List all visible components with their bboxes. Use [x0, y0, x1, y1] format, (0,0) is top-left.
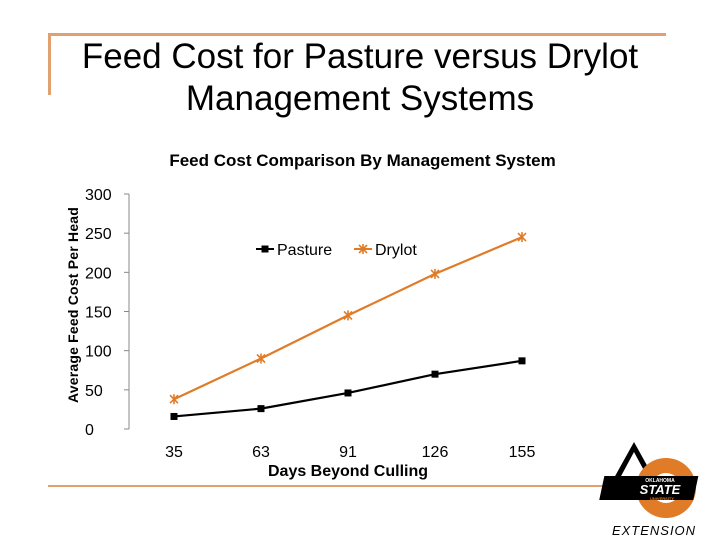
- y-tick-label: 150: [85, 305, 112, 322]
- pasture-series-line: [173, 359, 523, 418]
- drylot-data-point: [256, 353, 266, 364]
- frame-left-rule: [48, 33, 51, 95]
- pasture-data-point: [518, 357, 526, 365]
- chart-title: Feed Cost Comparison By Management Syste…: [169, 151, 556, 170]
- slide-title: Feed Cost for Pasture versus Drylot Mana…: [60, 36, 660, 120]
- drylot-data-point: [343, 310, 353, 321]
- x-tick-label: 126: [422, 444, 449, 461]
- x-tick-label: 35: [165, 444, 183, 461]
- slide-title-line2: Management Systems: [185, 79, 535, 118]
- pasture-data-point: [257, 405, 265, 413]
- x-tick-label: 91: [339, 444, 357, 461]
- x-tick-label: 63: [252, 444, 270, 461]
- frame-top-rule: [48, 33, 666, 36]
- y-tick-label: 50: [85, 383, 103, 400]
- y-tick-label: 200: [85, 265, 112, 282]
- slide-title-line1: Feed Cost for Pasture versus Drylot: [81, 37, 639, 76]
- logo-text-top: OKLAHOMA: [645, 478, 675, 484]
- osu-extension-logo: OKLAHOMA STATE UNIVERSITY EXTENSION: [599, 442, 699, 538]
- drylot-legend-marker: [358, 244, 368, 254]
- drylot-data-point: [517, 232, 527, 243]
- drylot-data-point: [430, 268, 440, 279]
- y-tick-label: 0: [85, 422, 94, 439]
- logo-text-main: STATE: [640, 482, 681, 497]
- pasture-legend-label: Pasture: [277, 242, 332, 259]
- y-tick-label: 100: [85, 344, 112, 361]
- pasture-data-point: [344, 389, 352, 397]
- x-axis-label: Days Beyond Culling: [268, 463, 428, 480]
- logo-text-sub: UNIVERSITY: [650, 496, 674, 501]
- x-tick-label: 155: [509, 444, 536, 461]
- drylot-data-point: [169, 394, 179, 405]
- logo-tagline: EXTENSION: [612, 523, 696, 538]
- y-tick-label: 250: [85, 226, 112, 243]
- drylot-legend-label: Drylot: [375, 242, 417, 259]
- pasture-data-point: [170, 412, 178, 420]
- frame-bottom-rule: [48, 485, 603, 487]
- y-tick-label: 300: [85, 187, 112, 204]
- pasture-legend-marker: [261, 245, 269, 253]
- pasture-data-point: [431, 370, 439, 378]
